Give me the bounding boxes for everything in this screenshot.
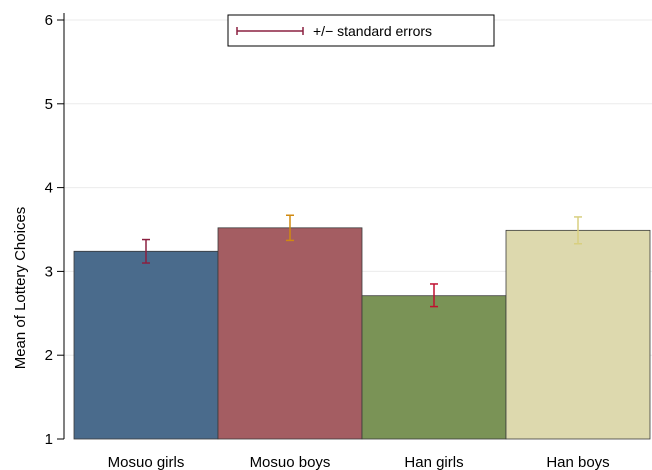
y-tick-label: 1 <box>45 431 53 448</box>
legend-key-icon <box>236 27 304 35</box>
error-bar <box>286 214 294 242</box>
y-axis: 1 2 3 4 5 6 <box>45 12 65 448</box>
bar <box>217 227 363 440</box>
y-axis-title: Mean of Lottery Choices <box>12 207 29 370</box>
y-tick-label: 5 <box>45 96 53 113</box>
y-tick-label: 6 <box>45 12 53 29</box>
category-label: Mosuo boys <box>250 454 331 470</box>
error-bar <box>574 216 582 245</box>
category-label: Mosuo girls <box>108 454 185 470</box>
bar <box>73 250 219 440</box>
category-labels: Mosuo girls Mosuo boys Han girls Han boys <box>108 454 610 470</box>
y-tick-label: 3 <box>45 263 53 280</box>
category-label: Han boys <box>546 454 609 470</box>
category-label: Han girls <box>404 454 463 470</box>
bars <box>73 227 651 440</box>
error-bar <box>142 238 150 264</box>
legend: +/− standard errors <box>227 14 495 47</box>
y-tick-label: 4 <box>45 180 53 197</box>
legend-label: +/− standard errors <box>313 23 432 39</box>
bar <box>361 295 507 440</box>
error-bars <box>142 214 582 308</box>
error-bar <box>430 283 438 308</box>
y-tick-label: 2 <box>45 347 53 364</box>
bar <box>505 229 651 440</box>
